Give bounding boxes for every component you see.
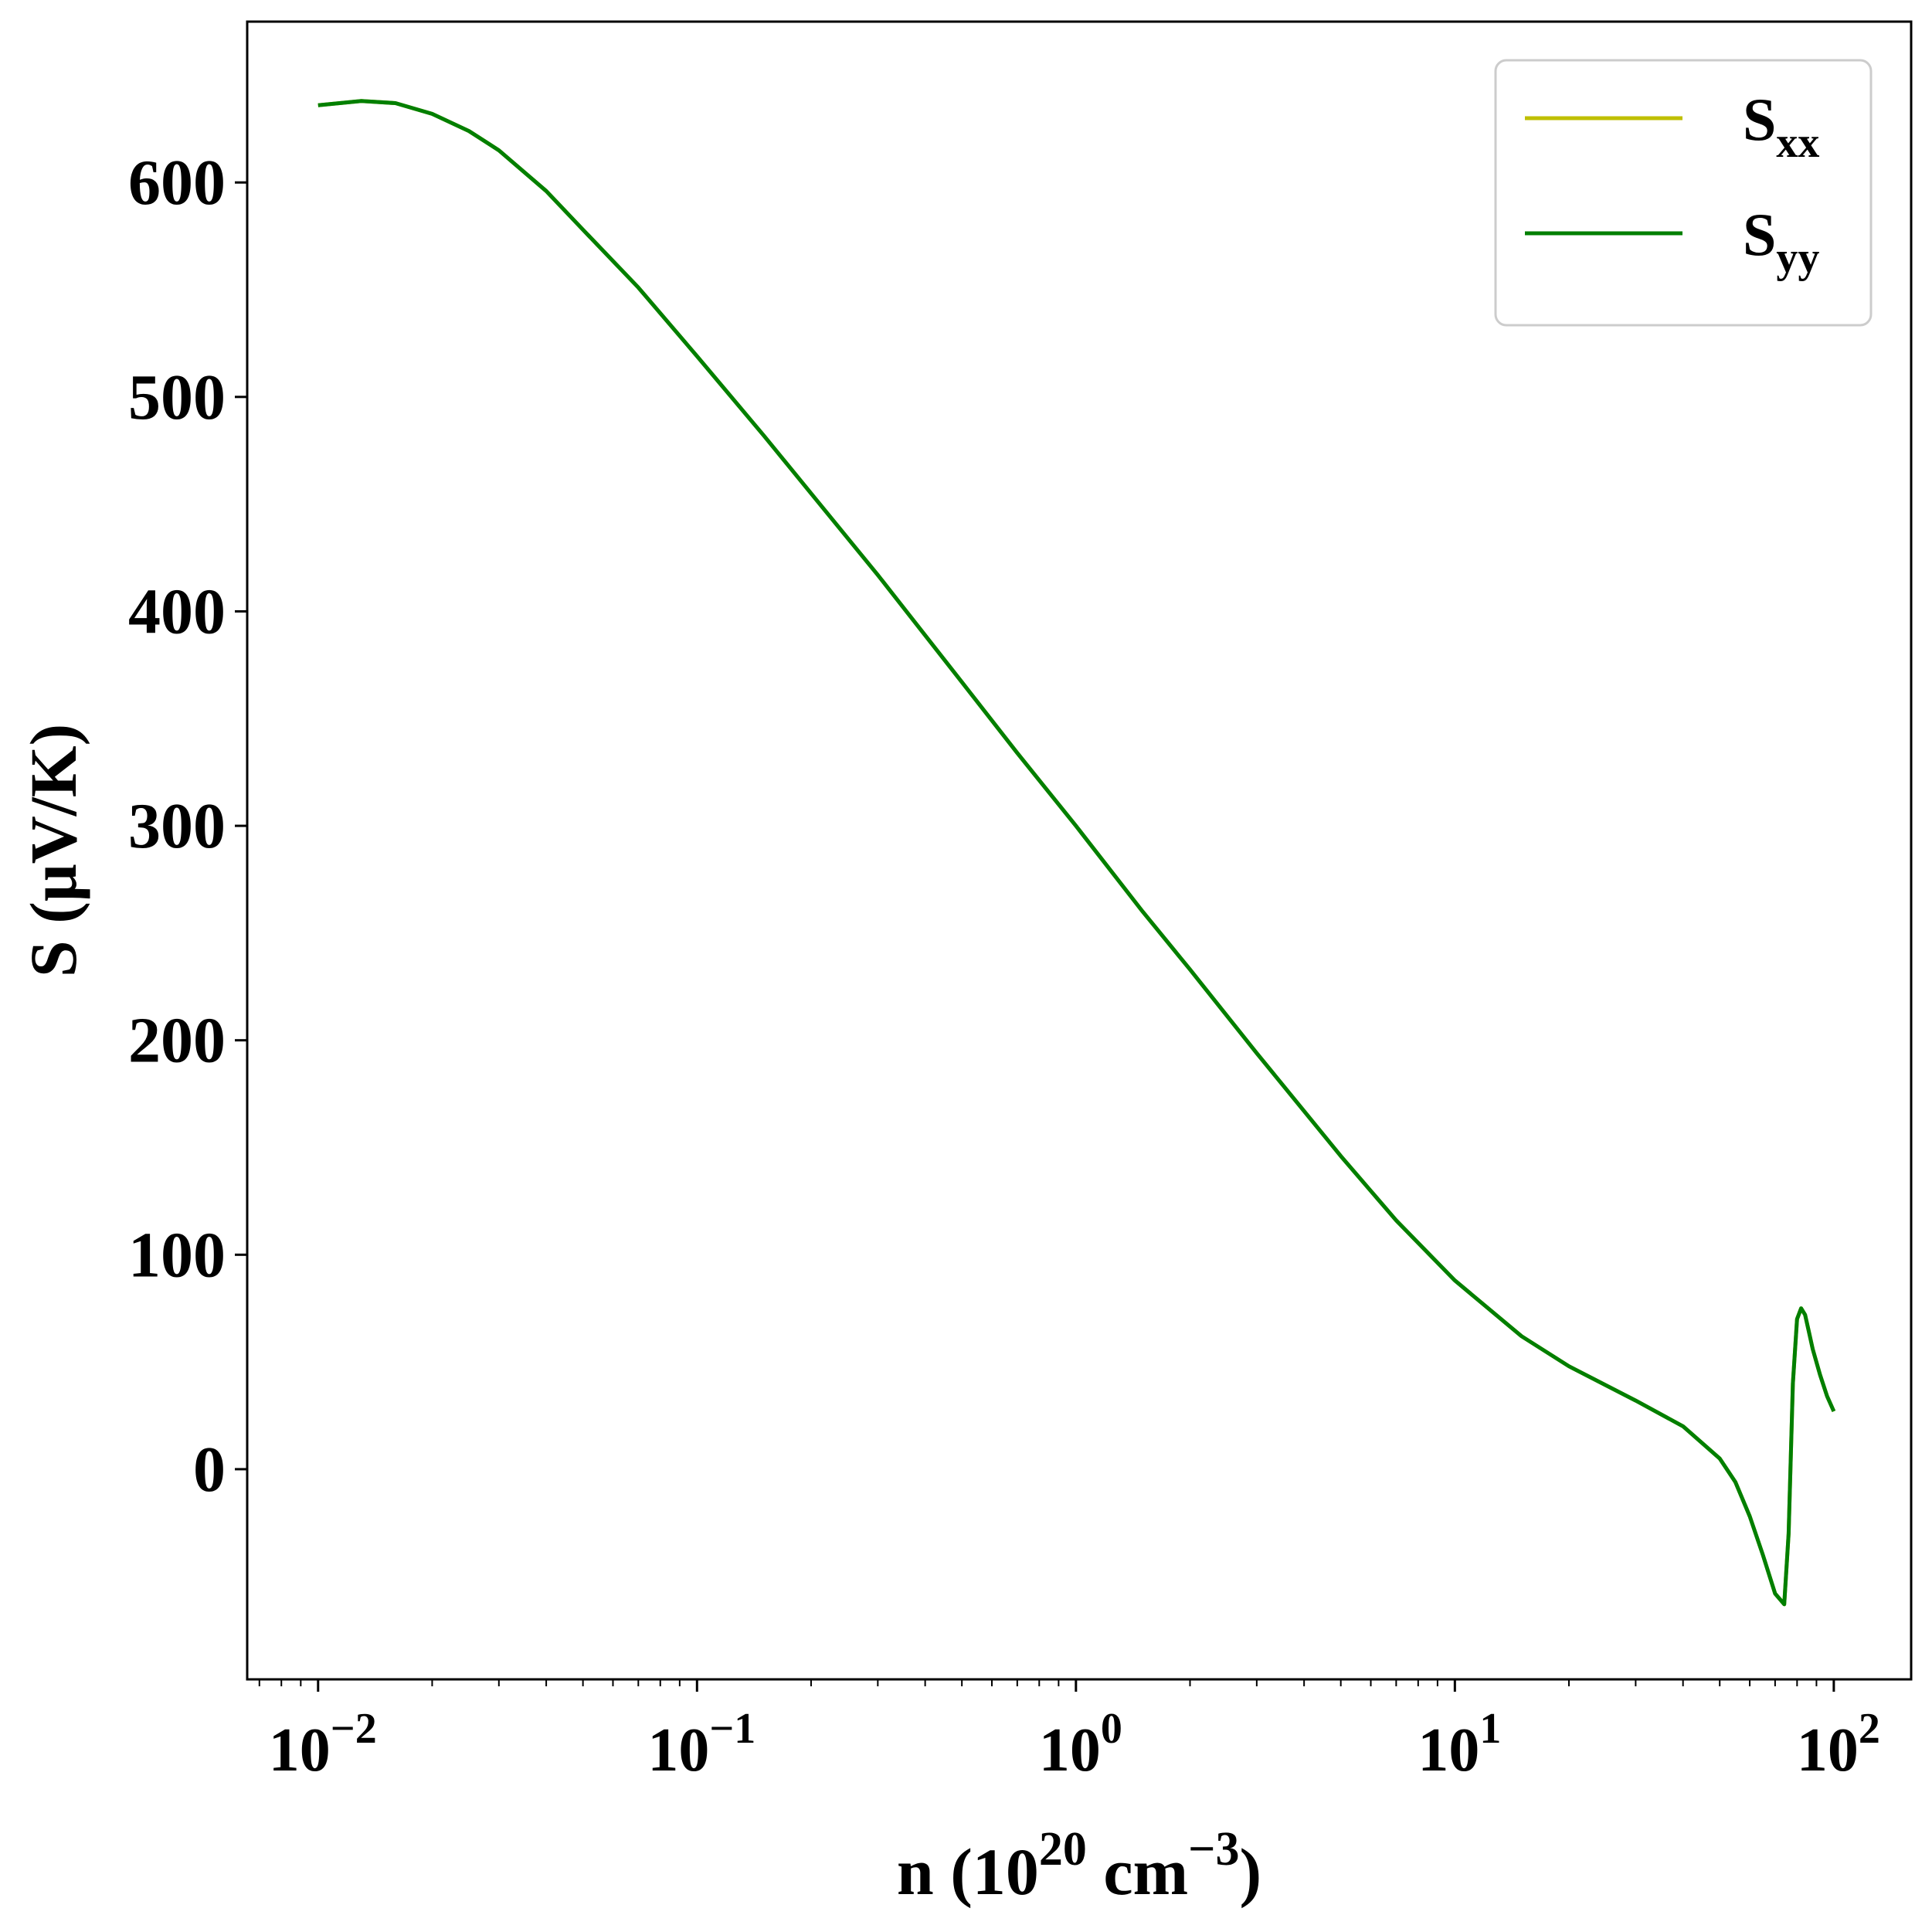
series-line-syy — [317, 99, 1836, 1607]
x-tick-label: 102 — [1797, 1705, 1880, 1784]
x-axis-title: n (1020 cm−3) — [897, 1823, 1261, 1909]
x-tick-label: 10−2 — [269, 1705, 377, 1784]
legend: Sxx Syy — [1494, 59, 1873, 327]
legend-label-syy: Syy — [1743, 201, 1819, 282]
y-tick-label: 200 — [128, 1005, 226, 1077]
x-tick-label: 101 — [1418, 1705, 1501, 1784]
x-tick-label: 10−1 — [647, 1705, 755, 1784]
legend-label-sxx: Sxx — [1743, 86, 1819, 167]
y-tick-label: 600 — [128, 147, 226, 219]
y-tick-label: 0 — [193, 1434, 226, 1506]
plot-frame — [246, 20, 1913, 1681]
x-axis: 10−2 10−1 100 101 102 — [269, 1679, 1880, 1784]
y-tick-label: 100 — [128, 1219, 226, 1291]
legend-frame — [1494, 59, 1873, 327]
y-tick-label: 400 — [128, 575, 226, 647]
y-tick-label: 500 — [128, 362, 226, 433]
series-layer — [317, 99, 1836, 1607]
y-axis: 0 100 200 300 400 500 600 — [128, 147, 247, 1506]
y-tick-label: 300 — [128, 790, 226, 862]
x-tick-label: 100 — [1039, 1705, 1122, 1784]
y-axis-title: S (μV/K) — [16, 724, 90, 977]
